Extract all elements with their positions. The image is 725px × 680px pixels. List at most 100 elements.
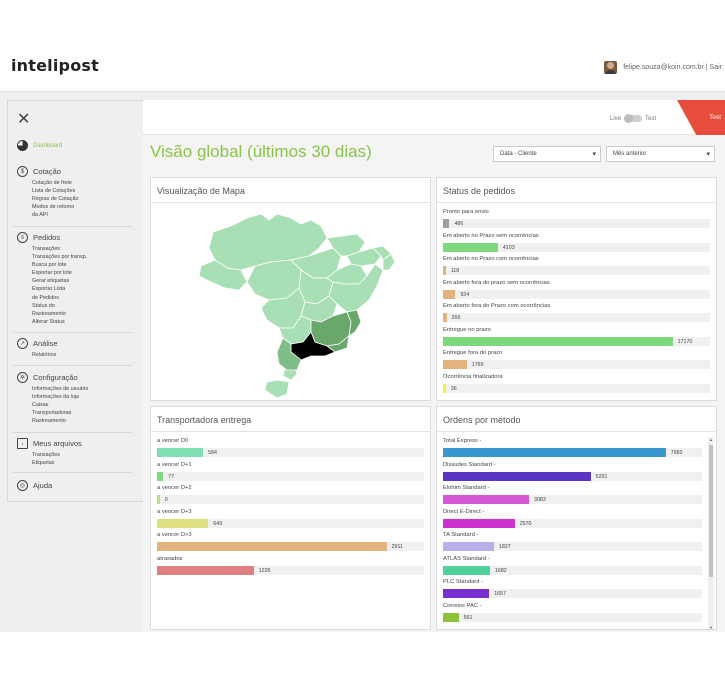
bar-label: ATLAS Standard -	[443, 555, 490, 562]
close-icon[interactable]: ✕	[17, 111, 31, 128]
bar-row: Pronto para envio 486	[443, 209, 710, 233]
sidebar-link-transportadoras[interactable]: Transportadoras	[32, 410, 72, 417]
sidebar-link-busca-lote[interactable]: Busca por lote	[32, 262, 67, 269]
bar-track[interactable]: 4103	[443, 242, 710, 252]
sidebar-link-info-usuario[interactable]: Informações de usuário	[32, 386, 89, 392]
sidebar-link-caixas[interactable]: Caixas	[32, 402, 49, 409]
bar-label: Entregue no prazo	[443, 326, 491, 333]
scroll-up-icon[interactable]: ▲	[709, 437, 713, 442]
bar-fill	[443, 589, 490, 598]
user-avatar	[604, 61, 618, 74]
sidebar-link-rastreamento[interactable]: Rastreamento	[32, 310, 66, 317]
sidebar-section-dashboard[interactable]: Dashboard	[17, 140, 62, 151]
sidebar-link-relatorios[interactable]: Relatórios	[32, 352, 57, 358]
bar-track[interactable]: 486	[443, 219, 710, 228]
sidebar-item-cotacao[interactable]: Cotação	[33, 167, 61, 176]
sidebar-divider	[13, 332, 133, 333]
sidebar-link-cotacao-frete[interactable]: Cotação de frete	[32, 180, 72, 186]
bar-track[interactable]: 266	[443, 313, 710, 322]
map-state-es	[346, 309, 362, 337]
sidebar-link-info-loja[interactable]: Informações da loja	[32, 394, 80, 401]
sidebar-link-alterar-status[interactable]: Alterar Status	[32, 318, 65, 325]
carrier-delivery-panel: Transportadora entrega a vencer D0 584 a v…	[150, 406, 431, 630]
period-select[interactable]: Mês anterior	[606, 146, 715, 162]
sidebar-item-meus-arquivos[interactable]: Meus arquivos	[33, 439, 82, 448]
live-test-switch[interactable]: Live Test	[610, 114, 656, 123]
sidebar-link-exportar-lote[interactable]: Exportar por lote	[32, 270, 72, 277]
bar-fill	[443, 448, 666, 457]
bar-track[interactable]: 1682	[443, 565, 702, 575]
bar-track[interactable]: 584	[157, 448, 424, 457]
bar-track[interactable]: 1657	[443, 589, 702, 598]
bar-track[interactable]: 77	[157, 471, 424, 481]
date-type-select[interactable]: Data - Cliente	[493, 146, 601, 162]
bar-value: 584	[208, 450, 217, 456]
sidebar-item-ajuda[interactable]: Ajuda	[33, 481, 53, 490]
sidebar-link-da-api[interactable]: da API	[32, 212, 48, 219]
bar-track[interactable]: 5291	[443, 471, 702, 481]
bar-track[interactable]: 649	[157, 518, 424, 528]
bar-label: a vencer D>3	[157, 532, 192, 538]
bar-row: Em aberto fora do Prazo com ocorrências 2…	[443, 303, 710, 327]
sidebar-link-transacoes[interactable]: Transações	[32, 246, 60, 252]
test-ribbon: Test	[677, 100, 725, 135]
bar-label: Em aberto fora do Prazo com ocorrências	[443, 303, 551, 309]
bar-row: Elohim Standard - 3083	[443, 485, 702, 509]
sidebar-link-exportar-lista[interactable]: Exportar Lista	[32, 286, 66, 293]
bar-track[interactable]: 7982	[443, 448, 702, 457]
bar-fill	[443, 495, 530, 504]
sidebar-link-gerar-etiquetas[interactable]: Gerar etiquetas	[32, 278, 70, 285]
bar-track[interactable]: 1769	[443, 360, 710, 369]
bar-row: Em aberto no Prazo com ocorrências 118	[443, 256, 710, 280]
bar-track[interactable]: 2911	[157, 542, 424, 551]
bar-value: 2570	[519, 520, 532, 527]
sidebar-link-status-do[interactable]: Status do	[32, 302, 55, 309]
bar-fill	[443, 565, 490, 575]
sidebar-link-modos-retorno[interactable]: Modos de retorno	[32, 204, 75, 211]
scrollbar-thumb[interactable]	[709, 445, 713, 577]
environment-toggle[interactable]	[624, 114, 643, 123]
bar-track[interactable]: 118	[443, 266, 710, 275]
bar-row: a vencer D+1 77	[157, 462, 424, 486]
sidebar-link-rastreamento-config[interactable]: Rastreamento	[32, 418, 66, 425]
sidebar-link-arquivos-transacoes[interactable]: Transações	[32, 452, 60, 458]
help-icon: ◎	[17, 480, 28, 491]
bar-track[interactable]: 0	[157, 495, 424, 504]
brazil-map[interactable]	[151, 204, 430, 400]
sidebar-link-transacoes-transp[interactable]: Transações por transp.	[32, 254, 88, 261]
bar-track[interactable]: 36	[443, 383, 710, 393]
bar-track[interactable]: 1827	[443, 542, 702, 551]
user-email-logout[interactable]: felipe.souza@koin.com.br | Sair	[623, 64, 722, 71]
bar-value: 266	[451, 315, 461, 321]
orders-by-method-scrollbar[interactable]: ▲ ▼	[708, 437, 714, 630]
bar-label: a vencer D+2	[157, 485, 192, 491]
user-menu[interactable]: felipe.souza@koin.com.br | Sair	[604, 61, 722, 74]
bar-row: a vencer D+2 0	[157, 485, 424, 509]
bar-track[interactable]: 17170	[443, 336, 710, 346]
bar-track[interactable]: 3083	[443, 495, 702, 504]
bar-fill	[443, 542, 494, 551]
bar-value: 36	[450, 385, 457, 392]
bar-track[interactable]: 1226	[157, 565, 424, 575]
sidebar-item-configuracao[interactable]: Configuração	[33, 373, 78, 382]
bar-track[interactable]: 561	[443, 612, 702, 622]
sidebar-link-de-pedidos[interactable]: de Pedidos	[32, 294, 59, 301]
intelipost-logo[interactable]: intelipost	[11, 56, 99, 75]
scroll-down-icon[interactable]: ▼	[709, 625, 713, 630]
bar-track[interactable]: 924	[443, 289, 710, 299]
sidebar-item-dashboard[interactable]: Dashboard	[33, 142, 63, 149]
sidebar-link-regras-cotacao[interactable]: Regras de Cotação	[32, 196, 79, 203]
bar-label: a vencer D+3	[157, 508, 192, 515]
sidebar-item-analise[interactable]: Análise	[33, 339, 58, 348]
bar-label: Em aberto fora do prazo sem ocorrências	[443, 279, 550, 286]
environment-strip: Live Test Test	[143, 100, 725, 135]
bar-fill	[443, 219, 450, 228]
orders-by-method-bars: Total Express - 7982 Dissudes Standard - 52…	[443, 438, 702, 626]
sidebar-item-pedidos[interactable]: Pedidos	[33, 233, 61, 242]
map-state	[264, 379, 290, 399]
sidebar-link-lista-cotacoes[interactable]: Lista de Cotações	[32, 188, 76, 195]
bar-track[interactable]: 2570	[443, 518, 702, 528]
sidebar-link-arquivos-etiquetas[interactable]: Etiquetas	[32, 460, 55, 467]
bar-value: 4103	[502, 244, 515, 251]
bar-value: 1827	[498, 544, 511, 550]
